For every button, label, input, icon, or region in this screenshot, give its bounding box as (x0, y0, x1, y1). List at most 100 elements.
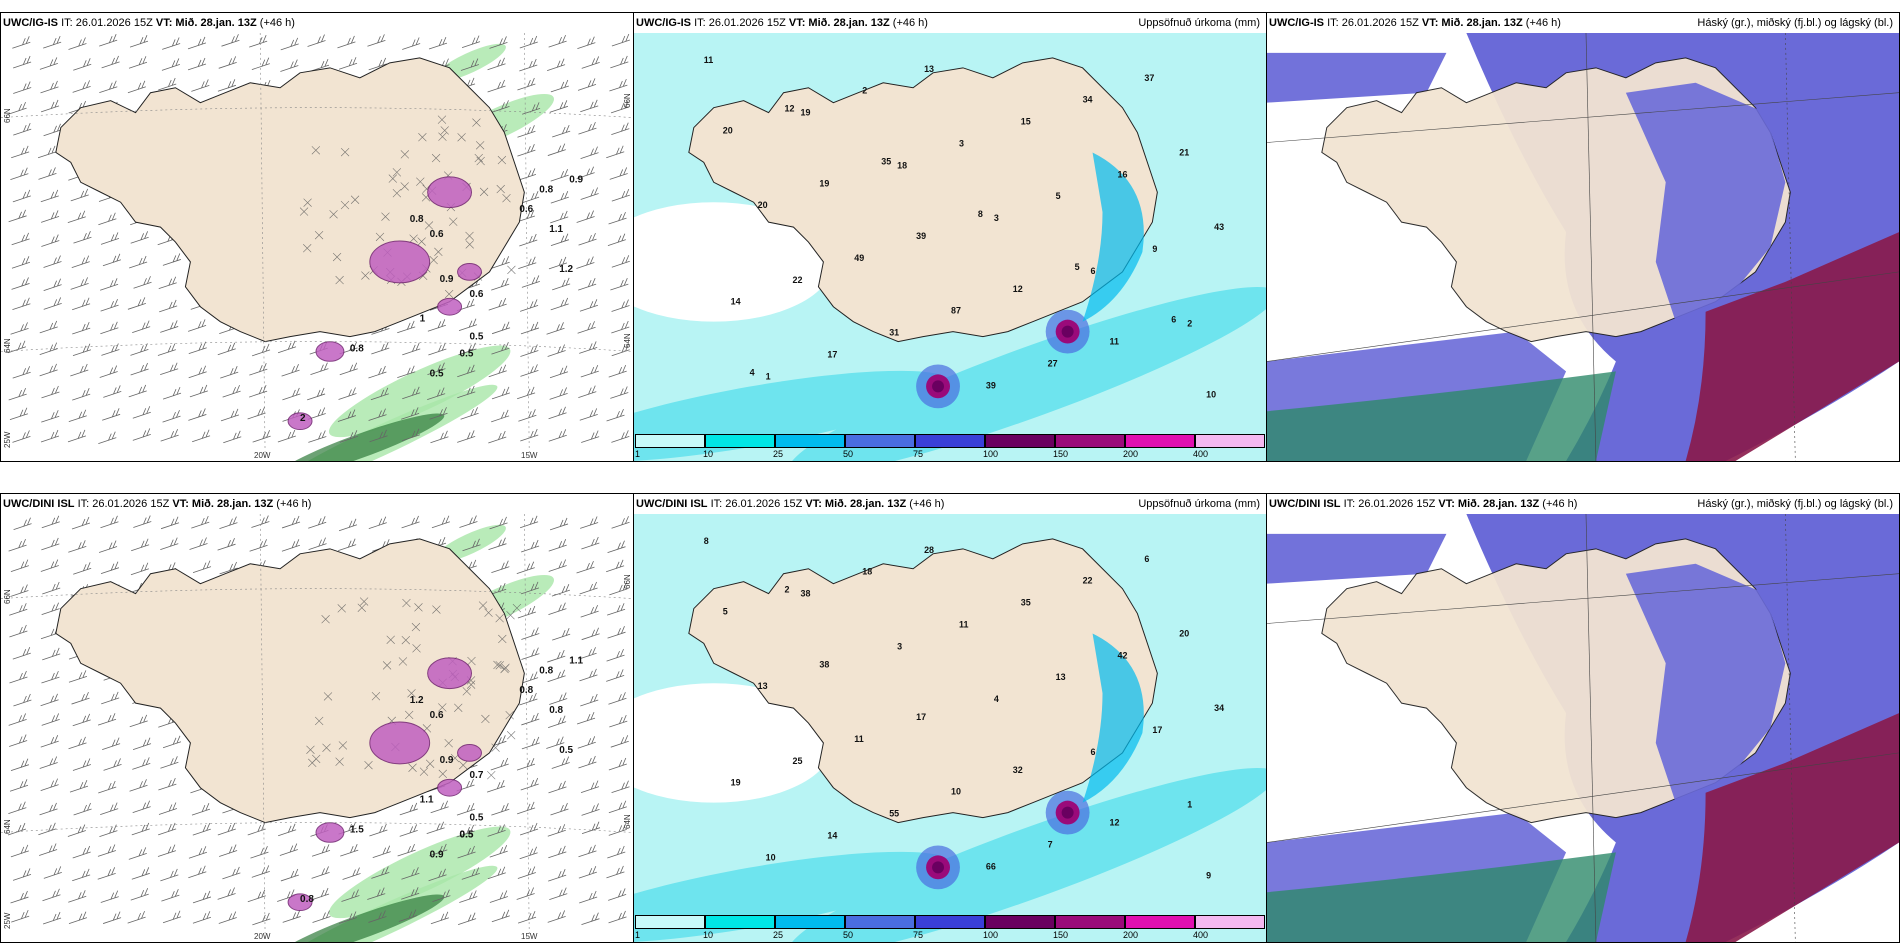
precip-value-label: 19 (819, 178, 829, 188)
precip-value-label: 10 (951, 787, 961, 797)
model-name: UWC/IG-IS (1269, 17, 1324, 29)
lon-label-bottom: 20W (254, 932, 271, 941)
precip-value-label: 15 (1021, 117, 1031, 127)
precip-value-label: 39 (916, 231, 926, 241)
precip-value-label: 6 (1171, 315, 1176, 325)
lat-label-left: 64N (3, 338, 12, 353)
colorbar-swatch (1125, 434, 1195, 448)
colorbar-label: 100 (983, 930, 999, 940)
lon-label-left: 25W (3, 912, 12, 929)
colorbar-label: 10 (703, 449, 714, 459)
colorbar-label: 150 (1053, 930, 1069, 940)
colorbar-swatch (705, 434, 775, 448)
field-title: Háský (gr.), miðský (fj.bl.) og lágský (… (1697, 17, 1893, 29)
snowfall-blob (369, 240, 431, 284)
lat-label-right: 64N (623, 814, 632, 829)
precip-value-label: 14 (731, 297, 741, 307)
precip-value-label: 13 (1056, 672, 1066, 682)
precip-value-label: 3 (959, 138, 964, 148)
init-time: IT: 26.01.2026 15Z (694, 17, 786, 29)
colorbar-label: 50 (843, 930, 854, 940)
graticule (1, 514, 633, 942)
valid-label: VT: (805, 498, 822, 510)
snowfall-blob (437, 297, 463, 316)
map-area: 8 38 3 4 6 1 10 18 11 13 17 19 14 28 35 42 34 25 55 66 22 20 1… (634, 514, 1266, 942)
snowfall-blob (287, 412, 313, 431)
colorbar-swatch (1055, 434, 1125, 448)
precip-value-label: 55 (889, 809, 899, 819)
precip-value-label: 0.9 (430, 849, 444, 860)
precip-value-label: 9 (1206, 870, 1211, 880)
lead-time: (+46 h) (1542, 498, 1578, 510)
precip-value-label: 1 (420, 314, 426, 325)
lead-time: (+46 h) (276, 498, 312, 510)
precip-value-label: 17 (827, 349, 837, 359)
map-canvas: 1119183621235914171315164322313934212049… (634, 33, 1266, 461)
colorbar-label: 150 (1053, 449, 1069, 459)
valid-time: Mið. 28.jan. 13Z (1457, 498, 1540, 510)
precip-value-label: 32 (1013, 765, 1023, 775)
panel-header: UWC/IG-IS IT: 26.01.2026 15Z VT: Mið. 28… (1267, 13, 1899, 33)
precip-value-label: 2 (300, 413, 306, 424)
precip-value-label: 1.2 (559, 264, 573, 275)
colorbar-label: 1 (635, 930, 641, 940)
precip-value-label: 6 (1091, 747, 1096, 757)
precip-value-label: 34 (1083, 95, 1093, 105)
precip-value-label: 17 (916, 712, 926, 722)
snowfall-blob (457, 744, 482, 762)
precip-value-label: 39 (986, 380, 996, 390)
field-title: Háský (gr.), miðský (fj.bl.) og lágský (… (1697, 498, 1893, 510)
precip-value-label: 22 (1083, 576, 1093, 586)
precip-shading-heavy (275, 413, 445, 461)
precip-value-label: 1 (766, 371, 771, 381)
precip-value-label: 0.7 (470, 770, 484, 781)
colorbar-label: 200 (1123, 449, 1139, 459)
precip-value-label: 11 (704, 55, 713, 65)
init-time: IT: 26.01.2026 15Z (77, 498, 170, 510)
precip-value-label: 5 (1056, 191, 1061, 201)
no-precip-area (634, 202, 834, 322)
precip-value-label: 12 (1013, 284, 1023, 294)
precip-value-label: 0.9 (440, 755, 454, 766)
precip-value-label: 21 (1179, 147, 1189, 157)
precip-value-label: 0.5 (460, 829, 474, 840)
colorbar-swatch (915, 915, 985, 929)
panel-header: UWC/DINI ISL IT: 26.01.2026 15Z VT: Mið.… (1, 494, 633, 514)
precip-value-label: 6 (1091, 266, 1096, 276)
precip-value-label: 12 (1109, 818, 1119, 828)
lon-label-bottom: 15W (521, 932, 538, 941)
snowfall-blob (315, 341, 345, 362)
colorbar-swatch (1055, 915, 1125, 929)
init-time: IT: 26.01.2026 15Z (1327, 17, 1419, 29)
snowfall-blob (369, 721, 431, 765)
precip-value-label: 2 (862, 86, 867, 96)
colorbar-label: 1 (635, 449, 641, 459)
precip-value-label: 11 (959, 619, 968, 629)
precip-value-label: 0.5 (460, 829, 474, 840)
colorbar-swatch (1195, 915, 1265, 929)
precip-value-label: 87 (951, 306, 961, 316)
model-name: UWC/IG-IS (3, 17, 58, 29)
panel-header: UWC/IG-IS IT: 26.01.2026 15Z VT: Mið. 28… (1, 13, 633, 33)
precip-value-label: 11 (1109, 337, 1118, 347)
valid-label: VT: (1438, 498, 1455, 510)
precip-shading (328, 826, 511, 919)
valid-time: Mið. 28.jan. 13Z (808, 17, 890, 29)
colorbar-swatch (635, 915, 705, 929)
precip-value-label: 14 (827, 830, 837, 840)
snowfall-blob (427, 657, 473, 690)
colorbar-label: 10 (703, 930, 714, 940)
mid-cloud-area (1267, 371, 1616, 461)
precip-value-label: 2 (1187, 319, 1192, 329)
precip-value-label: 18 (862, 567, 872, 577)
precip-value-label: 0.8 (300, 894, 314, 905)
low-cloud-area (1685, 232, 1899, 461)
precip-colorbar: 1 10 25 50 75 100 150 200 400 (635, 915, 1265, 941)
precip-value-label: 31 (889, 328, 899, 338)
precip-value-label: 0.5 (559, 745, 573, 756)
snowfall-blob (457, 263, 482, 281)
snowfall-blob (315, 822, 345, 843)
precip-value-label: 18 (897, 160, 907, 170)
precip-value-label: 0.6 (519, 204, 533, 215)
model-name: UWC/DINI ISL (3, 498, 75, 510)
